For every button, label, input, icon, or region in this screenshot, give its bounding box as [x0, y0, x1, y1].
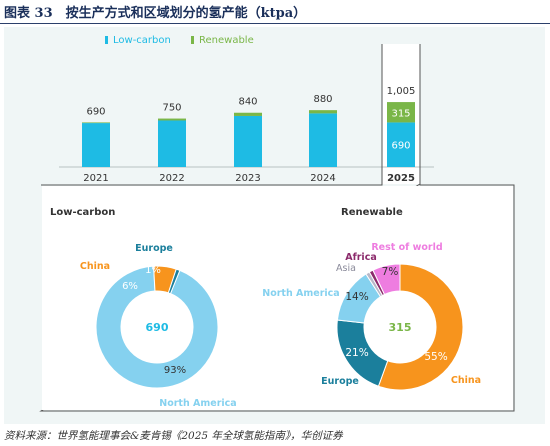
renewable-donut-pct-label-rest-of-world: 7%: [382, 266, 399, 278]
chart-canvas: Low-carbon Renewable 690 2021 750 2022 840 2023…: [39, 35, 515, 412]
renewable-donut-name-label-china: China: [451, 375, 481, 386]
title-divider: [0, 23, 550, 24]
bar-total-label-2022: 750: [162, 103, 181, 114]
x-tick-label-2023: 2023: [235, 173, 260, 184]
chart-panel: Low-carbon Renewable 690 2021 750 2022 840 2023…: [4, 27, 545, 424]
bar-renewable-2023: [234, 112, 262, 116]
legend-label-renewable: Renewable: [199, 35, 254, 46]
bar-renewable-2024: [309, 110, 337, 114]
legend-swatch-low-carbon: [105, 36, 108, 44]
renewable-donut-pct-label-europe: 21%: [345, 347, 368, 359]
legend-swatch-renewable: [191, 36, 194, 44]
low-carbon-donut-title: Low-carbon: [50, 207, 115, 218]
bar-low-carbon-2024: [309, 113, 337, 167]
renewable-donut-pct-label-china: 55%: [424, 351, 447, 363]
renewable-donut-name-label-europe: Europe: [321, 376, 359, 387]
renewable-donut-name-label-asia: Asia: [336, 263, 356, 274]
low-carbon-donut-center-label: 690: [146, 321, 169, 334]
renewable-donut-slice-rest-of-world: [372, 263, 401, 296]
x-tick-label-2025: 2025: [387, 173, 415, 184]
low-carbon-donut-name-label-europe: Europe: [135, 243, 173, 254]
low-carbon-donut-pct-label-china: 6%: [122, 281, 138, 292]
bar-renewable-2021: [82, 122, 110, 124]
renewable-donut-name-label-africa: Africa: [345, 252, 376, 263]
segment-label-low-carbon-2025: 690: [391, 141, 410, 152]
bar-low-carbon-2021: [82, 123, 110, 167]
low-carbon-donut-slice-north-america: [95, 265, 219, 389]
legend-label-low-carbon: Low-carbon: [113, 35, 171, 46]
low-carbon-donut-pct-label-north-america: 93%: [164, 365, 186, 376]
bar-total-label-2023: 840: [238, 97, 257, 108]
bar-low-carbon-2023: [234, 115, 262, 167]
bar-low-carbon-2025: [387, 122, 415, 167]
low-carbon-donut-pct-label-europe: 1%: [145, 265, 161, 276]
renewable-donut-title: Renewable: [341, 207, 403, 218]
x-tick-label-2024: 2024: [310, 173, 335, 184]
bar-renewable-2022: [158, 118, 186, 121]
renewable-donut-center-label: 315: [389, 321, 412, 334]
renewable-donut-name-label-rest-of-world: Rest of world: [371, 242, 442, 253]
renewable-donut-name-label-north-america: North America: [262, 288, 339, 299]
bar-low-carbon-2022: [158, 120, 186, 167]
callout-column-sides: [381, 44, 421, 185]
low-carbon-donut-name-label-north-america: North America: [159, 398, 236, 409]
segment-label-renewable-2025: 315: [391, 108, 410, 119]
figure-title: 图表 33 按生产方式和区域划分的氢产能（ktpa）: [4, 6, 307, 21]
renewable-donut-pct-label-north-america: 14%: [345, 291, 368, 303]
x-tick-label-2022: 2022: [159, 173, 184, 184]
bar-total-label-2021: 690: [86, 106, 105, 117]
low-carbon-donut-slice-europe: [167, 268, 181, 295]
bar-total-label-2024: 880: [313, 94, 332, 105]
bar-renewable-2025: [387, 102, 415, 123]
x-tick-label-2021: 2021: [83, 173, 108, 184]
source-note: 资料来源：世界氢能理事会&麦肯锡《2025 年全球氢能指南》，华创证券: [4, 430, 343, 442]
renewable-donut-slice-china: [377, 263, 464, 391]
bar-total-label-2025: 1,005: [387, 86, 416, 97]
low-carbon-donut-name-label-china: China: [80, 261, 110, 272]
